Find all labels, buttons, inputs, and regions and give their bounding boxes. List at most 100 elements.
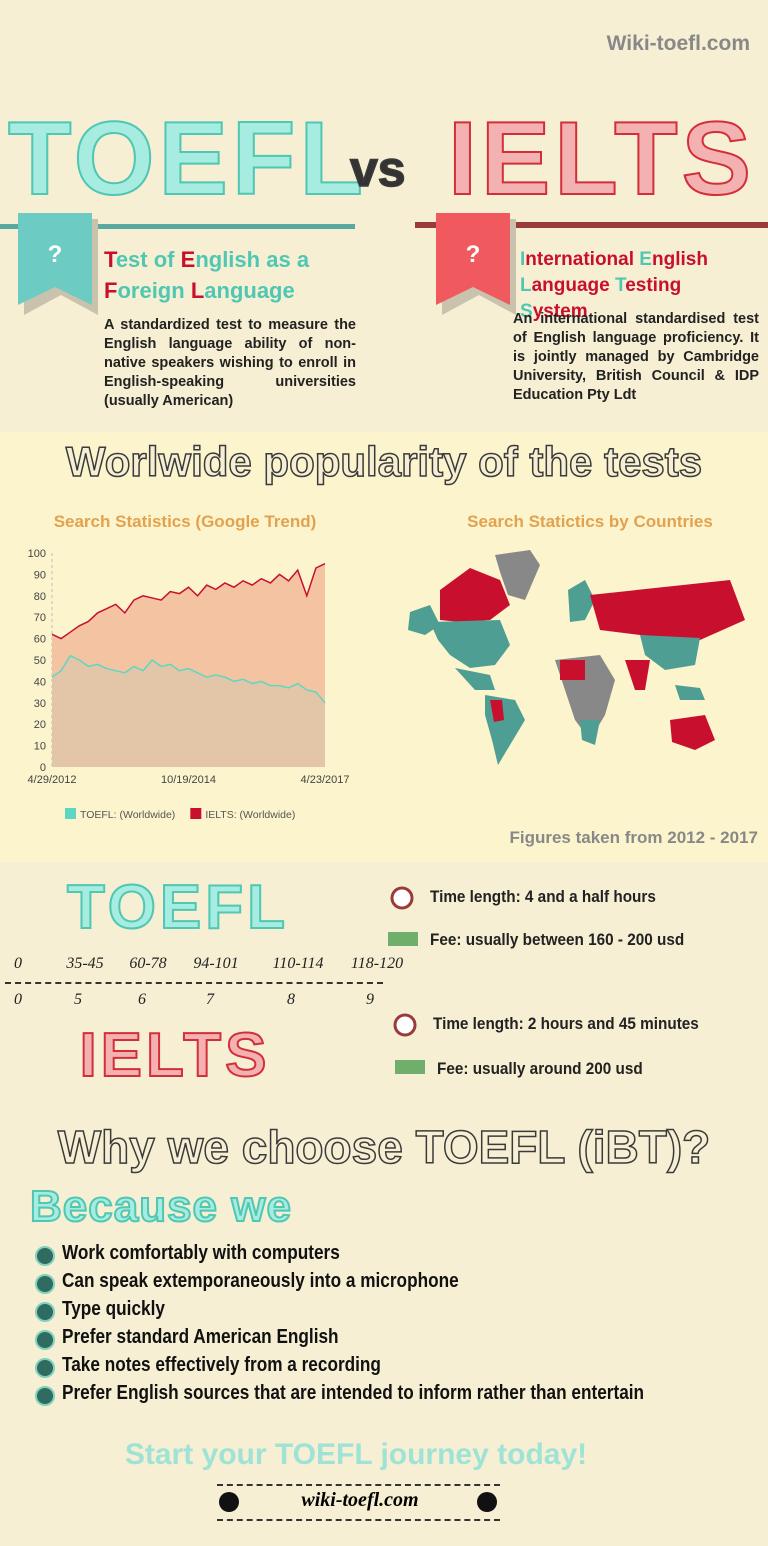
map-region — [670, 715, 715, 750]
check-icon — [35, 1302, 55, 1322]
score: 118-120 — [350, 955, 404, 972]
y-tick-label: 30 — [34, 698, 46, 710]
chart: 0 10 20 30 40 50 60 70 80 90 100 4/29/2012 10/19/201… — [28, 548, 350, 821]
legend-label: IELTS: (Worldwide) — [205, 809, 295, 821]
reason: Can speak extemporaneously into a microp… — [62, 1270, 459, 1292]
line — [51, 563, 326, 640]
line — [51, 654, 326, 704]
info-text: Time length: 2 hours and 45 minutes — [433, 1014, 699, 1033]
score: 35-45 — [66, 955, 104, 972]
ribbon — [436, 213, 510, 305]
y-tick-label: 80 — [34, 591, 46, 603]
clock-icon — [390, 886, 414, 910]
y-tick-label: 70 — [34, 612, 46, 624]
check-icon — [35, 1246, 55, 1266]
legend-swatch — [65, 808, 76, 819]
map-region — [440, 568, 510, 622]
site-name: Wiki-toefl.com — [606, 32, 750, 55]
reason: Take notes effectively from a recording — [62, 1354, 381, 1376]
world-map — [408, 550, 745, 765]
y-tick-label: 10 — [34, 741, 46, 753]
dot — [477, 1492, 497, 1512]
toefl-score-title: TOEFL — [66, 872, 290, 943]
y-tick-label: 100 — [28, 548, 46, 560]
area — [52, 655, 325, 767]
y-tick-label: 20 — [34, 719, 46, 731]
money-icon — [395, 1060, 425, 1074]
map-region — [430, 620, 510, 668]
x-tick-label: 4/23/2017 — [301, 774, 350, 786]
map-region — [580, 720, 600, 745]
y-tick-label: 0 — [40, 762, 46, 774]
toefl-acronym: Test of English as a Foreign Language — [104, 247, 310, 303]
divider — [0, 224, 355, 229]
reason: Prefer English sources that are intended… — [62, 1382, 645, 1404]
divider — [415, 222, 768, 228]
map-region — [495, 550, 540, 600]
check-icon — [35, 1386, 55, 1406]
score: 94-101 — [193, 955, 239, 972]
dot — [219, 1492, 239, 1512]
score: 0 — [14, 991, 22, 1008]
score: 6 — [138, 991, 146, 1008]
score: 110-114 — [272, 955, 324, 972]
y-tick-label: 90 — [34, 569, 46, 581]
x-tick-label: 4/29/2012 — [28, 774, 77, 786]
ribbon — [18, 213, 92, 305]
footnote: Figures taken from 2012 - 2017 — [509, 828, 758, 847]
map-region — [640, 635, 700, 670]
cta: Start your TOEFL journey today! — [124, 1438, 588, 1471]
why-title: Why we choose TOEFL (iBT)? — [57, 1120, 711, 1174]
map-title: Search Statictics by Countries — [467, 512, 713, 531]
map-region — [455, 668, 495, 690]
icons — [388, 886, 425, 1074]
section-title: Worlwide popularity of the tests — [65, 437, 703, 486]
ielts-description: An international standardised test of En… — [513, 311, 759, 403]
map-region — [568, 580, 595, 622]
check-icon — [35, 1330, 55, 1350]
chart-title: Search Statistics (Google Trend) — [53, 512, 317, 531]
ielts-heading: IELTS — [447, 100, 755, 218]
vs-text: vs — [349, 140, 406, 198]
money-icon — [388, 932, 418, 946]
score-divider — [5, 982, 383, 984]
ielts-score-title: IELTS — [78, 1020, 271, 1091]
badge: ? — [466, 241, 481, 268]
x-tick-label: 10/19/2014 — [161, 774, 216, 786]
map-region — [590, 580, 745, 640]
y-tick-label: 40 — [34, 676, 46, 688]
ribbons: ? ? — [0, 213, 768, 315]
ielts-acronym: International English Language Testing S… — [520, 249, 708, 322]
map-region — [560, 660, 585, 680]
toefl-description: A standardized test to measure the Engli… — [104, 317, 356, 409]
legend-label: TOEFL: (Worldwide) — [80, 809, 175, 821]
badge: ? — [48, 241, 63, 268]
reason: Prefer standard American English — [62, 1326, 339, 1348]
check-icon — [35, 1274, 55, 1294]
score: 9 — [366, 991, 374, 1008]
map-region — [490, 700, 504, 722]
info-text: Fee: usually between 160 - 200 usd — [430, 930, 685, 949]
reason: Work comfortably with computers — [62, 1242, 340, 1264]
map-region — [675, 685, 705, 700]
footer-line — [217, 1519, 500, 1521]
y-tick-label: 50 — [34, 655, 46, 667]
map-region — [625, 660, 650, 690]
reason: Type quickly — [62, 1298, 165, 1320]
info-text: Time length: 4 and a half hours — [430, 887, 656, 906]
score: 5 — [74, 991, 82, 1008]
score: 7 — [206, 991, 214, 1008]
legend-swatch — [190, 808, 202, 819]
score: 8 — [287, 991, 295, 1008]
score: 0 — [14, 955, 22, 972]
clock-icon — [393, 1013, 417, 1037]
toefl-heading: TOEFL — [7, 100, 367, 218]
info-text: Fee: usually around 200 usd — [437, 1059, 643, 1078]
y-tick-label: 60 — [34, 634, 46, 646]
map-region — [408, 605, 440, 635]
because-text: Because we — [29, 1181, 292, 1232]
footer-site: wiki-toefl.com — [301, 1489, 419, 1511]
score: 60-78 — [129, 955, 167, 972]
footer-line — [217, 1484, 500, 1486]
